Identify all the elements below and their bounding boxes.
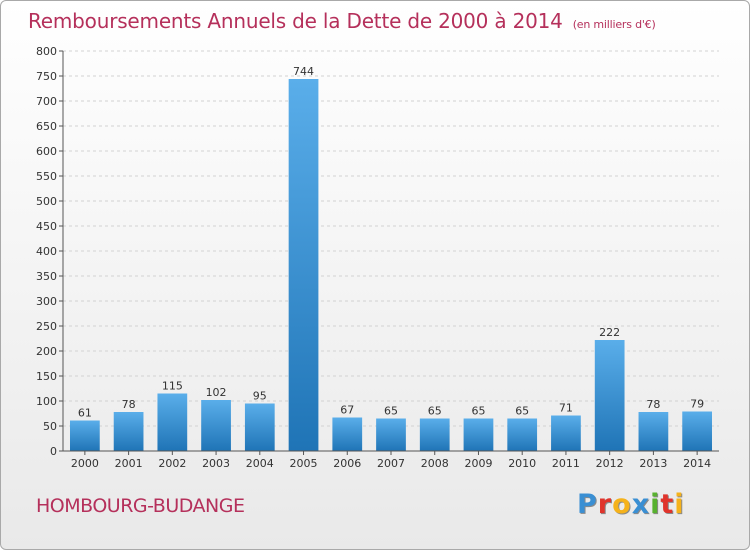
- bar-2003: [201, 400, 231, 451]
- y-tick-label-500: 500: [36, 195, 57, 208]
- x-tick-label-2002: 2002: [158, 457, 186, 470]
- logo-letter: P: [577, 489, 598, 520]
- bar-2007: [376, 418, 406, 451]
- logo-letter: r: [597, 489, 613, 520]
- x-tick-label-2004: 2004: [246, 457, 274, 470]
- x-tick-label-2006: 2006: [333, 457, 361, 470]
- y-tick-label-0: 0: [50, 445, 57, 458]
- x-tick-label-2013: 2013: [639, 457, 667, 470]
- x-tick-label-2000: 2000: [71, 457, 99, 470]
- x-tick-label-2009: 2009: [464, 457, 492, 470]
- y-tick-label-750: 750: [36, 70, 57, 83]
- bar-2012: [594, 340, 625, 451]
- data-labels: 61 78 115 102 95 744 67 65 65 65 65 71 222 78 79: [78, 65, 704, 420]
- bar-2001: [113, 412, 144, 451]
- y-tick-label-600: 600: [36, 145, 57, 158]
- data-label-2005: 744: [293, 65, 314, 78]
- proxiti-logo: Proxiti: [577, 489, 685, 520]
- bar-2010: [507, 418, 538, 451]
- x-tick-label-2010: 2010: [508, 457, 536, 470]
- data-label-2008: 65: [428, 405, 442, 418]
- logo-letter: t: [660, 489, 675, 520]
- data-label-2010: 65: [515, 405, 529, 418]
- y-tick-label-200: 200: [36, 345, 57, 358]
- data-label-2012: 222: [599, 326, 620, 339]
- data-label-2006: 67: [340, 404, 354, 417]
- y-tick-label-150: 150: [36, 370, 57, 383]
- commune-name: HOMBOURG-BUDANGE: [36, 495, 245, 517]
- y-tick-label-700: 700: [36, 95, 57, 108]
- x-axis: 2000 2001 2002 2003 2004 2005 2006 2007 2008 2009…: [63, 450, 719, 470]
- y-tick-label-800: 800: [36, 45, 57, 58]
- logo-letter: i: [674, 489, 685, 520]
- y-tick-label-100: 100: [36, 395, 57, 408]
- x-tick-label-2011: 2011: [552, 457, 580, 470]
- chart-title: Remboursements Annuels de la Dette de 20…: [28, 9, 656, 33]
- x-tick-label-2012: 2012: [596, 457, 624, 470]
- x-tick-label-2003: 2003: [202, 457, 230, 470]
- bar-2014: [682, 411, 713, 451]
- bar-2008: [419, 418, 450, 451]
- chart-unit: (en milliers d'€): [572, 18, 656, 31]
- x-tick-label-2007: 2007: [377, 457, 405, 470]
- data-label-2013: 78: [646, 398, 660, 411]
- y-tick-label-550: 550: [36, 170, 57, 183]
- bar-2000: [69, 420, 100, 451]
- y-tick-label-50: 50: [43, 420, 57, 433]
- data-label-2009: 65: [471, 405, 485, 418]
- logo-letter: i: [650, 489, 661, 520]
- bar-2004: [244, 403, 275, 451]
- y-axis: 0 50 100 150 200 250 300 350 400 450 500 550 600 650 7…: [36, 45, 64, 458]
- bar-2013: [638, 412, 669, 451]
- y-tick-label-250: 250: [36, 320, 57, 333]
- x-tick-label-2001: 2001: [115, 457, 143, 470]
- data-label-2011: 71: [559, 402, 573, 415]
- data-label-2001: 78: [122, 398, 136, 411]
- logo-letter: x: [631, 489, 651, 520]
- y-tick-label-650: 650: [36, 120, 57, 133]
- chart-title-text: Remboursements Annuels de la Dette de 20…: [28, 9, 563, 33]
- x-tick-label-2008: 2008: [421, 457, 449, 470]
- bar-2009: [463, 418, 494, 451]
- bar-2006: [332, 417, 363, 451]
- data-label-2000: 61: [78, 407, 92, 420]
- y-tick-label-400: 400: [36, 245, 57, 258]
- data-label-2004: 95: [253, 390, 267, 403]
- x-tick-label-2014: 2014: [683, 457, 711, 470]
- data-label-2014: 79: [690, 398, 704, 411]
- bar-2002: [157, 393, 188, 451]
- logo-letter: o: [612, 489, 632, 520]
- bar-2005: [288, 79, 319, 451]
- y-tick-label-350: 350: [36, 270, 57, 283]
- bars: [69, 79, 713, 451]
- data-label-2003: 102: [206, 386, 227, 399]
- bar-2011: [551, 415, 581, 451]
- data-label-2007: 65: [384, 405, 398, 418]
- y-tick-label-300: 300: [36, 295, 57, 308]
- y-tick-label-450: 450: [36, 220, 57, 233]
- x-tick-label-2005: 2005: [290, 457, 318, 470]
- data-label-2002: 115: [162, 380, 183, 393]
